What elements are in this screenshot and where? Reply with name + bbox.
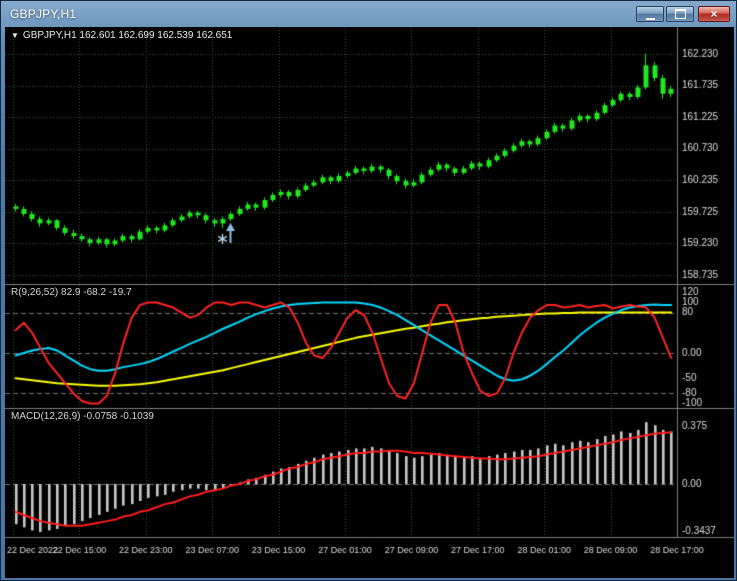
minimize-button[interactable] [636, 6, 664, 22]
window-controls: × [636, 6, 730, 22]
chart-canvas[interactable] [5, 27, 734, 578]
close-button[interactable]: × [698, 6, 730, 22]
chart-client-area: ▼GBPJPY,H1 162.601 162.699 162.539 162.6… [5, 27, 734, 578]
close-icon: × [710, 7, 717, 21]
maximize-icon [675, 9, 686, 19]
time-scale[interactable] [5, 538, 734, 578]
window-titlebar[interactable]: GBPJPY,H1 × [1, 1, 736, 27]
price-scale[interactable] [678, 27, 734, 537]
chart-window: GBPJPY,H1 × ▼GBPJPY,H1 162.601 162.699 1… [0, 0, 737, 581]
maximize-button[interactable] [666, 6, 694, 22]
window-title: GBPJPY,H1 [10, 7, 76, 21]
minimize-icon [646, 9, 655, 20]
